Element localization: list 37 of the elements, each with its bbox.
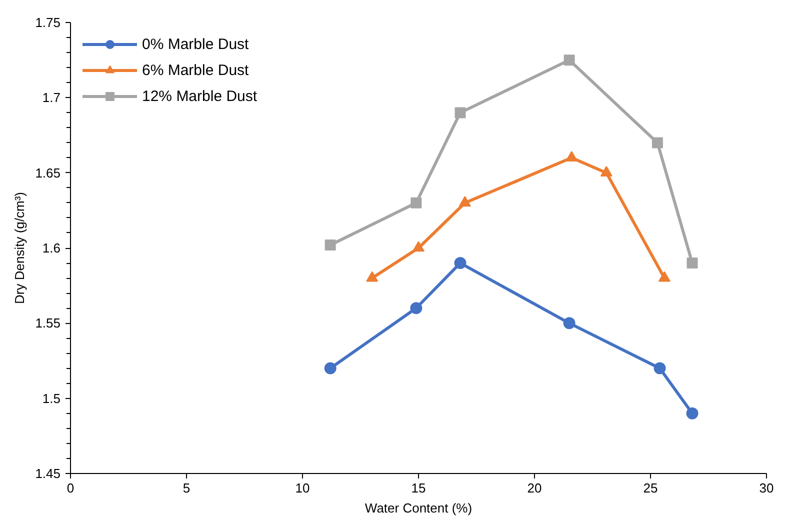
- x-tick-label: 5: [182, 480, 190, 496]
- y-tick-label: 1.65: [35, 165, 61, 180]
- point: [454, 257, 466, 270]
- x-tick-label: 0: [66, 480, 74, 496]
- x-tick-label: 30: [759, 480, 774, 496]
- point: [324, 239, 336, 250]
- point: [658, 271, 670, 282]
- point: [366, 271, 378, 282]
- x-tick-label: 25: [643, 480, 658, 496]
- point: [566, 150, 578, 162]
- point: [686, 258, 698, 269]
- y-tick-label: 1.45: [35, 466, 61, 481]
- x-tick-label: 10: [295, 480, 310, 496]
- y-tick-label: 1.6: [42, 240, 61, 256]
- point: [686, 407, 698, 420]
- legend-label: 12% Marble Dust: [142, 88, 258, 104]
- point: [412, 241, 424, 252]
- legend-label: 0% Marble Dust: [142, 36, 249, 52]
- point: [454, 107, 466, 118]
- point: [654, 362, 666, 374]
- point: [652, 137, 663, 148]
- point: [458, 196, 471, 207]
- x-axis-title: Water Content (%): [364, 500, 472, 516]
- point: [600, 166, 612, 177]
- y-axis-title: Dry Density (g/cm³): [12, 192, 28, 304]
- y-tick-label: 1.7: [42, 90, 61, 106]
- y-tick-label: 1.5: [42, 390, 61, 406]
- x-tick-label: 20: [527, 480, 542, 496]
- point: [410, 197, 422, 208]
- legend-label: 6% Marble Dust: [142, 62, 249, 78]
- x-tick-label: 15: [411, 480, 426, 496]
- y-tick-label: 1.55: [35, 316, 61, 331]
- point: [564, 54, 575, 66]
- point: [324, 362, 336, 374]
- point: [563, 317, 576, 330]
- point: [410, 302, 422, 314]
- y-tick-label: 1.75: [35, 15, 61, 30]
